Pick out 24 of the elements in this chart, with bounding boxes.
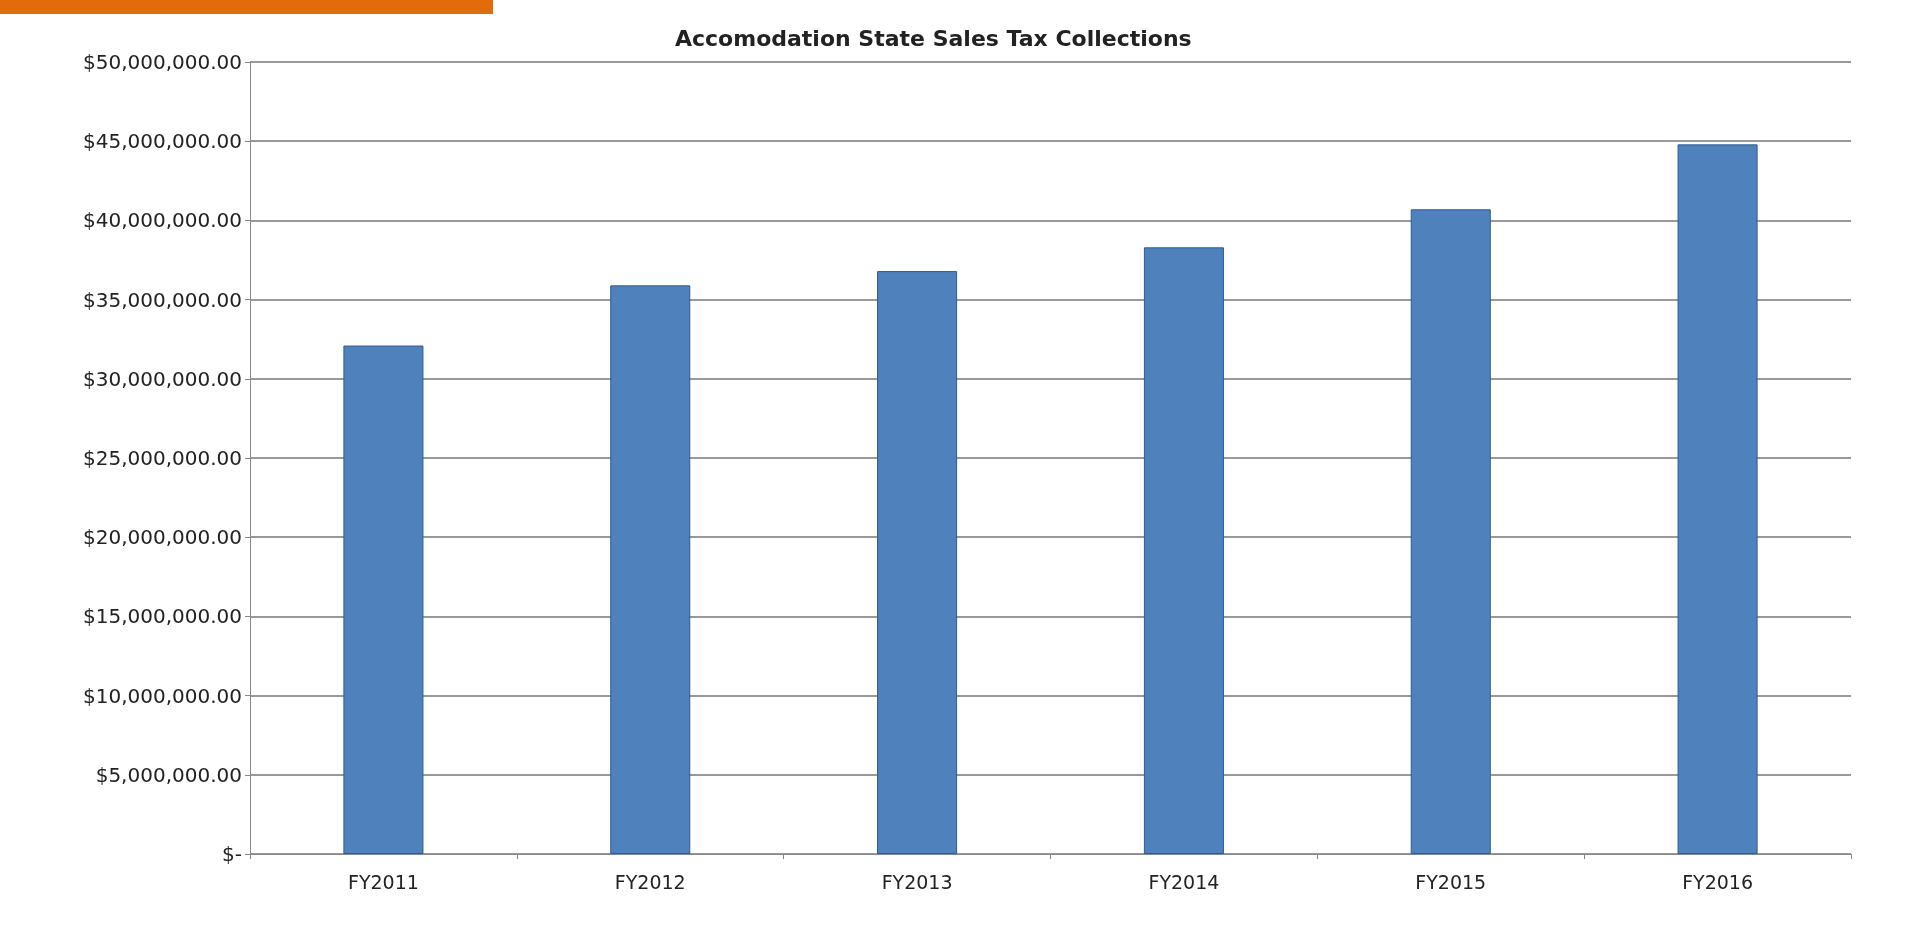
x-tick-label: FY2014 [1148, 870, 1220, 893]
y-tick-label: $30,000,000.00 [82, 366, 242, 391]
y-tick-label: $45,000,000.00 [82, 129, 242, 154]
y-tick-label: $15,000,000.00 [82, 604, 242, 629]
y-tick-label: $10,000,000.00 [82, 683, 242, 708]
chart-title: Accomodation State Sales Tax Collections [675, 25, 1192, 51]
y-tick-label: $40,000,000.00 [82, 208, 242, 233]
x-tick-label: FY2011 [347, 870, 419, 893]
y-tick-label: $20,000,000.00 [82, 525, 242, 550]
x-tick-label: FY2012 [614, 870, 686, 893]
y-tick-label: $- [222, 842, 242, 866]
bar [610, 285, 691, 854]
y-tick-label: $50,000,000.00 [82, 50, 242, 74]
y-tick-label: $25,000,000.00 [82, 446, 242, 470]
bar [1677, 144, 1758, 854]
bar [877, 271, 958, 854]
x-tick-label: FY2016 [1682, 870, 1754, 893]
bar [1143, 247, 1224, 854]
y-tick-label: $5,000,000.00 [95, 762, 242, 787]
bar [1410, 209, 1491, 854]
y-tick-label: $35,000,000.00 [82, 287, 242, 312]
x-tick-label: FY2013 [881, 870, 953, 893]
bar [343, 345, 424, 854]
x-tick-label: FY2015 [1415, 870, 1487, 893]
